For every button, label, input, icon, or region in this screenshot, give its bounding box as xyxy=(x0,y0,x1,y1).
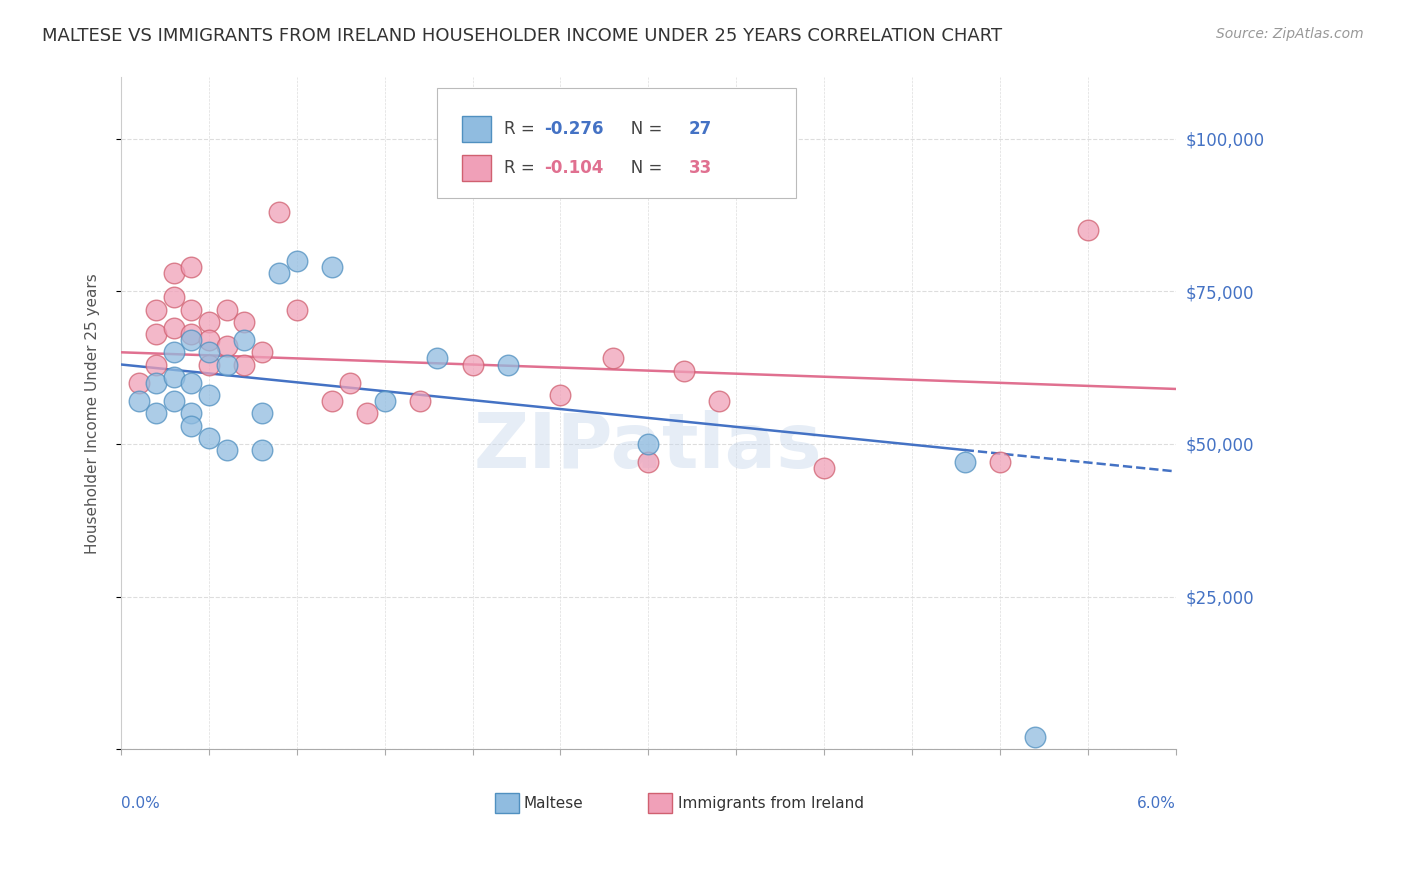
Text: R =: R = xyxy=(503,120,540,138)
Point xyxy=(339,376,361,390)
Point xyxy=(1024,730,1046,744)
Point xyxy=(637,437,659,451)
Point xyxy=(250,443,273,458)
Point xyxy=(215,339,238,353)
Point xyxy=(180,376,202,390)
Point xyxy=(1077,223,1099,237)
Point xyxy=(285,302,308,317)
Point xyxy=(215,358,238,372)
Text: 27: 27 xyxy=(689,120,711,138)
Point xyxy=(672,363,695,377)
Point xyxy=(409,394,432,409)
Text: R =: R = xyxy=(503,159,540,178)
Point xyxy=(233,358,256,372)
Point xyxy=(180,406,202,420)
Point xyxy=(145,376,167,390)
Point xyxy=(198,358,221,372)
Point xyxy=(128,376,150,390)
Point xyxy=(145,302,167,317)
Text: N =: N = xyxy=(614,159,668,178)
Bar xyxy=(648,793,672,814)
Point xyxy=(602,351,624,366)
Point xyxy=(813,461,835,475)
Point xyxy=(356,406,378,420)
Point xyxy=(198,315,221,329)
Point xyxy=(180,260,202,274)
Text: 6.0%: 6.0% xyxy=(1136,797,1175,812)
Text: Maltese: Maltese xyxy=(524,796,583,811)
Text: N =: N = xyxy=(614,120,668,138)
Point xyxy=(988,455,1011,469)
Text: ZIPatlas: ZIPatlas xyxy=(474,410,823,484)
Point xyxy=(461,358,484,372)
Point xyxy=(180,326,202,341)
Point xyxy=(637,455,659,469)
Point xyxy=(374,394,396,409)
Bar xyxy=(461,155,491,181)
Y-axis label: Householder Income Under 25 years: Householder Income Under 25 years xyxy=(86,273,100,554)
Point xyxy=(269,204,291,219)
Point xyxy=(285,253,308,268)
Point xyxy=(163,394,186,409)
Point xyxy=(145,326,167,341)
Point xyxy=(145,358,167,372)
Bar xyxy=(495,793,519,814)
Point xyxy=(198,431,221,445)
Text: MALTESE VS IMMIGRANTS FROM IRELAND HOUSEHOLDER INCOME UNDER 25 YEARS CORRELATION: MALTESE VS IMMIGRANTS FROM IRELAND HOUSE… xyxy=(42,27,1002,45)
Point xyxy=(128,394,150,409)
Point xyxy=(426,351,449,366)
Text: -0.276: -0.276 xyxy=(544,120,603,138)
Point xyxy=(163,345,186,359)
Point xyxy=(550,388,572,402)
Point xyxy=(215,302,238,317)
Point xyxy=(198,333,221,347)
Point xyxy=(215,443,238,458)
Text: 0.0%: 0.0% xyxy=(121,797,160,812)
Text: Source: ZipAtlas.com: Source: ZipAtlas.com xyxy=(1216,27,1364,41)
Point xyxy=(250,406,273,420)
Point xyxy=(707,394,730,409)
Point xyxy=(180,333,202,347)
FancyBboxPatch shape xyxy=(437,87,796,198)
Point xyxy=(163,321,186,335)
Point xyxy=(163,290,186,304)
Point xyxy=(198,388,221,402)
Bar xyxy=(461,117,491,142)
Point xyxy=(233,333,256,347)
Point xyxy=(496,358,519,372)
Text: Immigrants from Ireland: Immigrants from Ireland xyxy=(678,796,863,811)
Point xyxy=(145,406,167,420)
Point xyxy=(953,455,976,469)
Point xyxy=(163,369,186,384)
Point xyxy=(321,260,343,274)
Point xyxy=(180,418,202,433)
Point xyxy=(198,345,221,359)
Point xyxy=(269,266,291,280)
Text: -0.104: -0.104 xyxy=(544,159,603,178)
Point xyxy=(321,394,343,409)
Point xyxy=(233,315,256,329)
Point xyxy=(250,345,273,359)
Text: 33: 33 xyxy=(689,159,711,178)
Point xyxy=(180,302,202,317)
Point xyxy=(163,266,186,280)
